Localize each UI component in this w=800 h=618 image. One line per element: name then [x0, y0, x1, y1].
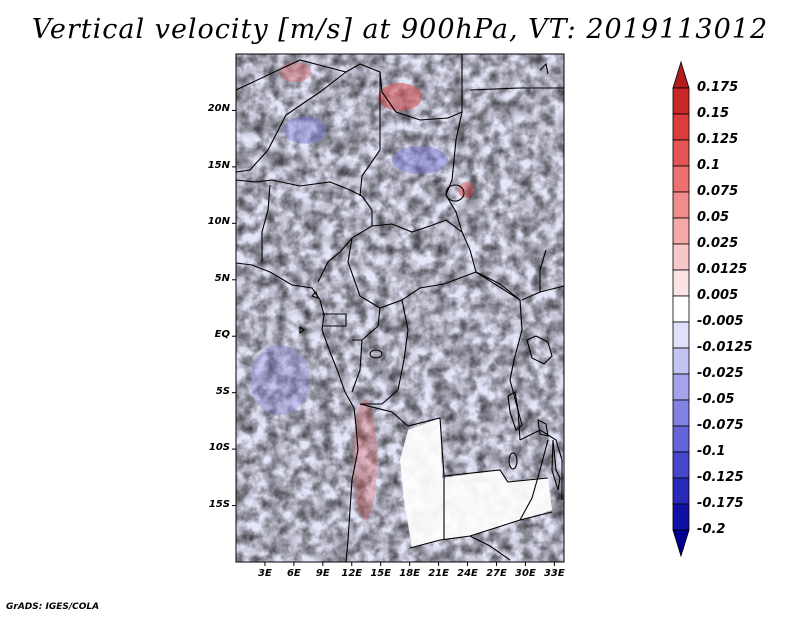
- colorbar-label: -0.1: [697, 444, 726, 459]
- lon-tick-label: 15E: [370, 568, 392, 579]
- colorbar-label: -0.075: [697, 418, 744, 433]
- lon-tick-label: 9E: [315, 568, 330, 579]
- lon-tick-label: 18E: [399, 568, 421, 579]
- colorbar: [672, 60, 690, 558]
- footer-credit: GrADS: IGES/COLA: [6, 602, 100, 612]
- lat-tick-label: 20N: [207, 103, 230, 115]
- colorbar-label: -0.0125: [697, 340, 753, 355]
- colorbar-segment: [672, 87, 690, 115]
- colorbar-label: 0.1: [697, 158, 721, 173]
- lon-tick-label: 33E: [543, 568, 565, 579]
- colorbar-label: 0.175: [697, 80, 739, 95]
- lat-tick-label: 5N: [214, 272, 230, 284]
- colorbar-segment: [672, 165, 690, 193]
- colorbar-segment: [672, 347, 690, 375]
- colorbar-segment: [672, 451, 690, 479]
- lat-tick-label: 15N: [207, 159, 230, 171]
- colorbar-label: 0.125: [697, 132, 739, 147]
- colorbar-segment: [672, 60, 690, 89]
- colorbar-label: 0.075: [697, 184, 739, 199]
- colorbar-label: 0.15: [697, 106, 730, 121]
- colorbar-segment: [672, 295, 690, 323]
- colorbar-segment: [672, 399, 690, 427]
- colorbar-segment: [672, 269, 690, 297]
- colorbar-segment: [672, 477, 690, 505]
- lon-tick-label: 12E: [341, 568, 363, 579]
- colorbar-segment: [672, 503, 690, 531]
- colorbar-label: 0.0125: [697, 262, 748, 277]
- colorbar-segment: [672, 217, 690, 245]
- lat-tick-label: 15S: [208, 498, 230, 510]
- colorbar-segment: [672, 529, 690, 558]
- axis-ticks: [232, 109, 555, 566]
- colorbar-label: -0.175: [697, 496, 744, 511]
- colorbar-segment: [672, 373, 690, 401]
- velocity-field: [236, 54, 564, 562]
- lon-tick-label: 24E: [457, 568, 478, 579]
- lat-tick-label: 10N: [207, 216, 230, 228]
- country-borders: [236, 54, 564, 562]
- lon-tick-label: 3E: [258, 568, 272, 579]
- colorbar-segment: [672, 139, 690, 167]
- colorbar-label: -0.125: [697, 470, 744, 485]
- map-title: Vertical velocity [m/s] at 900hPa, VT: 2…: [31, 14, 769, 45]
- colorbar-label: 0.025: [697, 236, 739, 251]
- lon-tick-label: 21E: [428, 568, 449, 579]
- colorbar-label: -0.005: [697, 314, 744, 329]
- colorbar-segment: [672, 321, 690, 349]
- colorbar-label: -0.2: [697, 522, 726, 537]
- lat-tick-label: EQ: [214, 329, 230, 341]
- lat-tick-label: 5S: [215, 385, 230, 397]
- colorbar-label: -0.025: [697, 366, 744, 381]
- lon-tick-label: 30E: [515, 568, 536, 579]
- colorbar-segment: [672, 243, 690, 271]
- colorbar-label: 0.05: [697, 210, 730, 225]
- colorbar-segment: [672, 191, 690, 219]
- colorbar-label: 0.005: [697, 288, 739, 303]
- lon-tick-label: 6E: [286, 568, 301, 579]
- colorbar-segment: [672, 113, 690, 141]
- colorbar-segment: [672, 425, 690, 453]
- lon-tick-label: 27E: [486, 568, 507, 579]
- map-frame: [235, 53, 565, 563]
- lat-tick-label: 10S: [208, 442, 230, 454]
- colorbar-label: -0.05: [697, 392, 735, 407]
